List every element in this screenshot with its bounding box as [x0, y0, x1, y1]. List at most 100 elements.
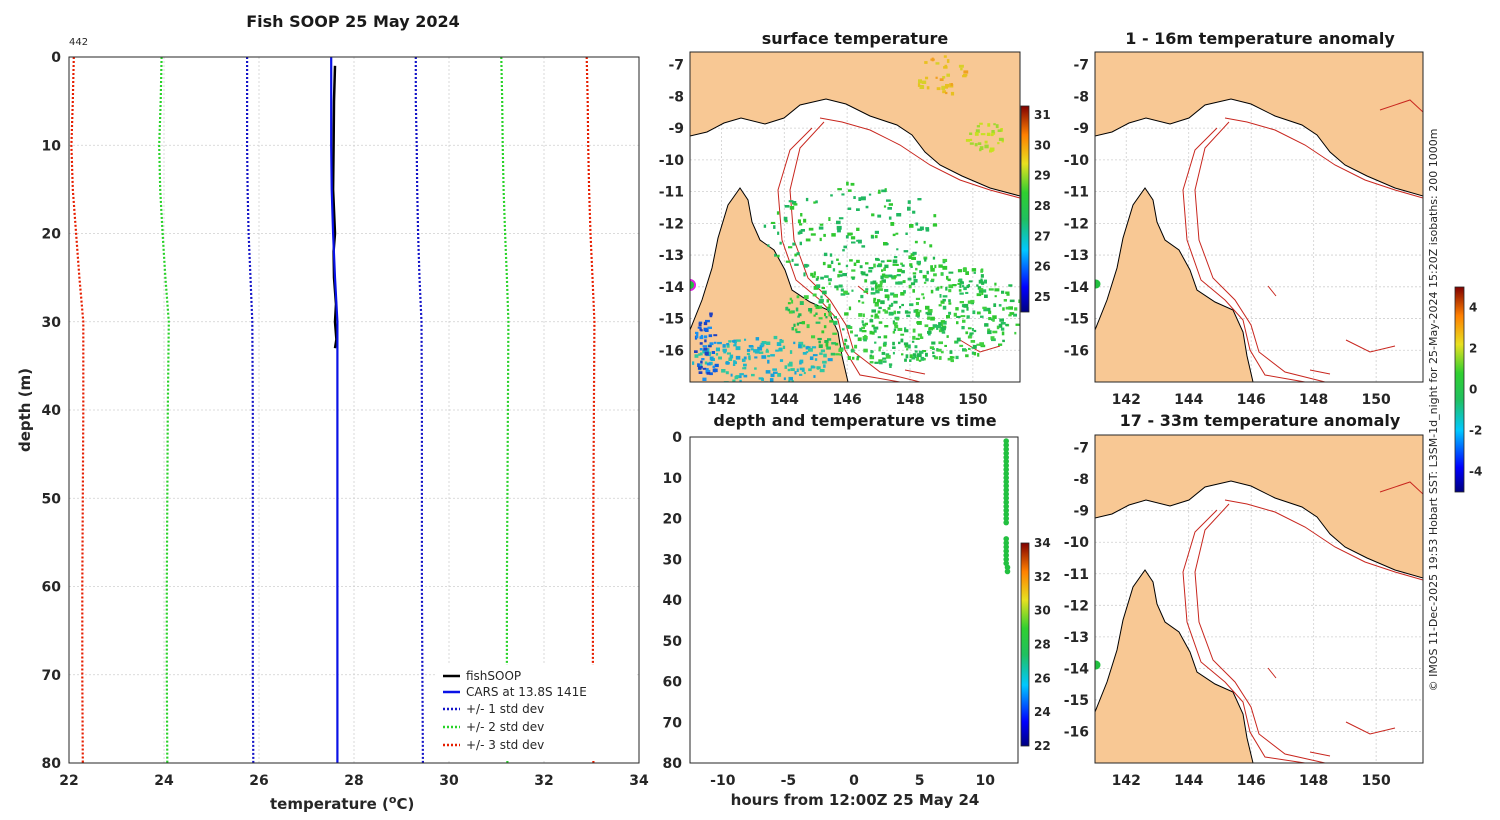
- dt-point: [1003, 454, 1009, 461]
- dt-y-tick-label: 50: [663, 634, 683, 650]
- sst-pixel: [748, 345, 754, 348]
- sst-pixel: [787, 308, 791, 312]
- sst-pixel: [992, 315, 997, 319]
- sst-pixel: [799, 359, 804, 364]
- sst-pixel: [917, 353, 922, 358]
- dt-point: [1003, 462, 1009, 469]
- sst-pixel: [739, 379, 742, 382]
- sst-pixel: [735, 355, 741, 360]
- sst-pixel: [946, 335, 949, 338]
- x-tick-label: 32: [534, 773, 553, 789]
- sst-pixel: [796, 322, 800, 326]
- sst-pixel: [742, 359, 746, 362]
- svg-text:+/- 1 std dev: +/- 1 std dev: [466, 702, 544, 716]
- sst-pixel: [700, 366, 703, 369]
- sst-pixel: [808, 348, 813, 352]
- sst-pixel: [917, 83, 921, 87]
- sst-pixel: [980, 133, 986, 136]
- sst-pixel: [959, 301, 964, 304]
- sst-pixel: [770, 354, 775, 357]
- sst-pixel: [921, 80, 927, 84]
- sst-pixel: [850, 330, 853, 334]
- colorbar-tick-label: 4: [1469, 301, 1477, 315]
- map-y-tick-label: -13: [659, 248, 684, 264]
- sst-pixel: [912, 272, 917, 275]
- sst-pixel: [967, 284, 970, 288]
- sst-pixel: [883, 205, 887, 208]
- sst-pixel: [851, 241, 856, 244]
- sst-pixel: [800, 213, 803, 217]
- sst-pixel: [827, 278, 832, 282]
- sst-pixel: [853, 262, 857, 266]
- sst-pixel: [754, 367, 757, 370]
- sst-pixel: [948, 284, 954, 289]
- sst-pixel: [815, 278, 819, 281]
- panel-anomaly-1-16m: 1 - 16m temperature anomaly 142 144 146 148…: [1064, 29, 1482, 493]
- dt-point: [1003, 479, 1009, 485]
- sst-pixel: [885, 354, 891, 359]
- sst-pixel: [915, 222, 919, 226]
- sst-pixel: [995, 124, 999, 129]
- dt-point: [1003, 507, 1009, 514]
- sst-pixel: [794, 263, 799, 266]
- sst-pixel: [831, 342, 837, 345]
- sst-pixel: [950, 91, 955, 96]
- sst-title: surface temperature: [762, 29, 949, 48]
- sst-pixel: [836, 220, 841, 225]
- sst-pixel: [893, 300, 898, 304]
- y-tick-label: 50: [42, 491, 62, 507]
- svg-text:fishSOOP: fishSOOP: [466, 669, 521, 683]
- sst-pixel: [936, 87, 941, 91]
- sst-pixel: [907, 200, 911, 204]
- panel-anomaly-17-33m: 17 - 33m temperature anomaly 142 144 146 14…: [1064, 411, 1424, 789]
- sst-pixel: [801, 321, 805, 325]
- sst-pixel: [958, 64, 964, 68]
- sst-pixel: [880, 300, 885, 305]
- sst-pixel: [976, 343, 981, 346]
- sst-pixel: [728, 340, 732, 343]
- sst-pixel: [860, 294, 864, 299]
- sst-pixel: [979, 342, 984, 346]
- sst-pixel: [779, 241, 782, 245]
- sst-pixel: [971, 328, 974, 332]
- sst-pixel: [946, 315, 950, 319]
- sst-pixel: [820, 276, 824, 280]
- colorbar-tick-label: 34: [1034, 536, 1051, 550]
- legend-entry-fishsoop: fishSOOP: [443, 669, 521, 683]
- sst-pixel: [877, 310, 881, 314]
- sst-pixel: [793, 203, 798, 206]
- sst-pixel: [861, 320, 864, 324]
- sst-pixel: [810, 272, 814, 277]
- sst-pixel: [893, 310, 896, 315]
- sst-pixel: [874, 301, 879, 306]
- sst-pixel: [903, 250, 909, 253]
- sst-pixel: [1001, 290, 1005, 294]
- sst-pixel: [770, 221, 776, 224]
- sst-pixel: [910, 265, 913, 268]
- sst-pixel: [911, 356, 916, 360]
- y-tick-label: 0: [51, 50, 61, 66]
- sst-pixel: [718, 356, 722, 360]
- sst-pixel: [906, 314, 911, 318]
- sst-pixel: [776, 211, 780, 215]
- sst-pixel: [911, 340, 915, 343]
- dt-point: [1003, 519, 1009, 526]
- sst-pixel: [974, 132, 979, 136]
- sst-pixel: [748, 355, 751, 359]
- sst-pixel: [919, 270, 923, 274]
- sst-pixel: [900, 338, 904, 343]
- sst-pixel: [840, 288, 844, 292]
- sst-pixel: [918, 359, 922, 362]
- sst-pixel: [970, 299, 975, 303]
- sst-pixel: [940, 351, 944, 354]
- anom1-isobaths: [1182, 99, 1423, 382]
- sst-pixel: [990, 133, 994, 137]
- dt-colorbar: [1020, 542, 1030, 747]
- sst-pixel: [895, 281, 901, 285]
- sst-pixel: [976, 284, 979, 287]
- sst-pixel: [907, 206, 911, 211]
- sst-pixel: [940, 320, 945, 323]
- sst-pixel: [817, 305, 823, 309]
- map-y-tick-label: -13: [1064, 248, 1089, 264]
- sst-pixel: [870, 350, 874, 353]
